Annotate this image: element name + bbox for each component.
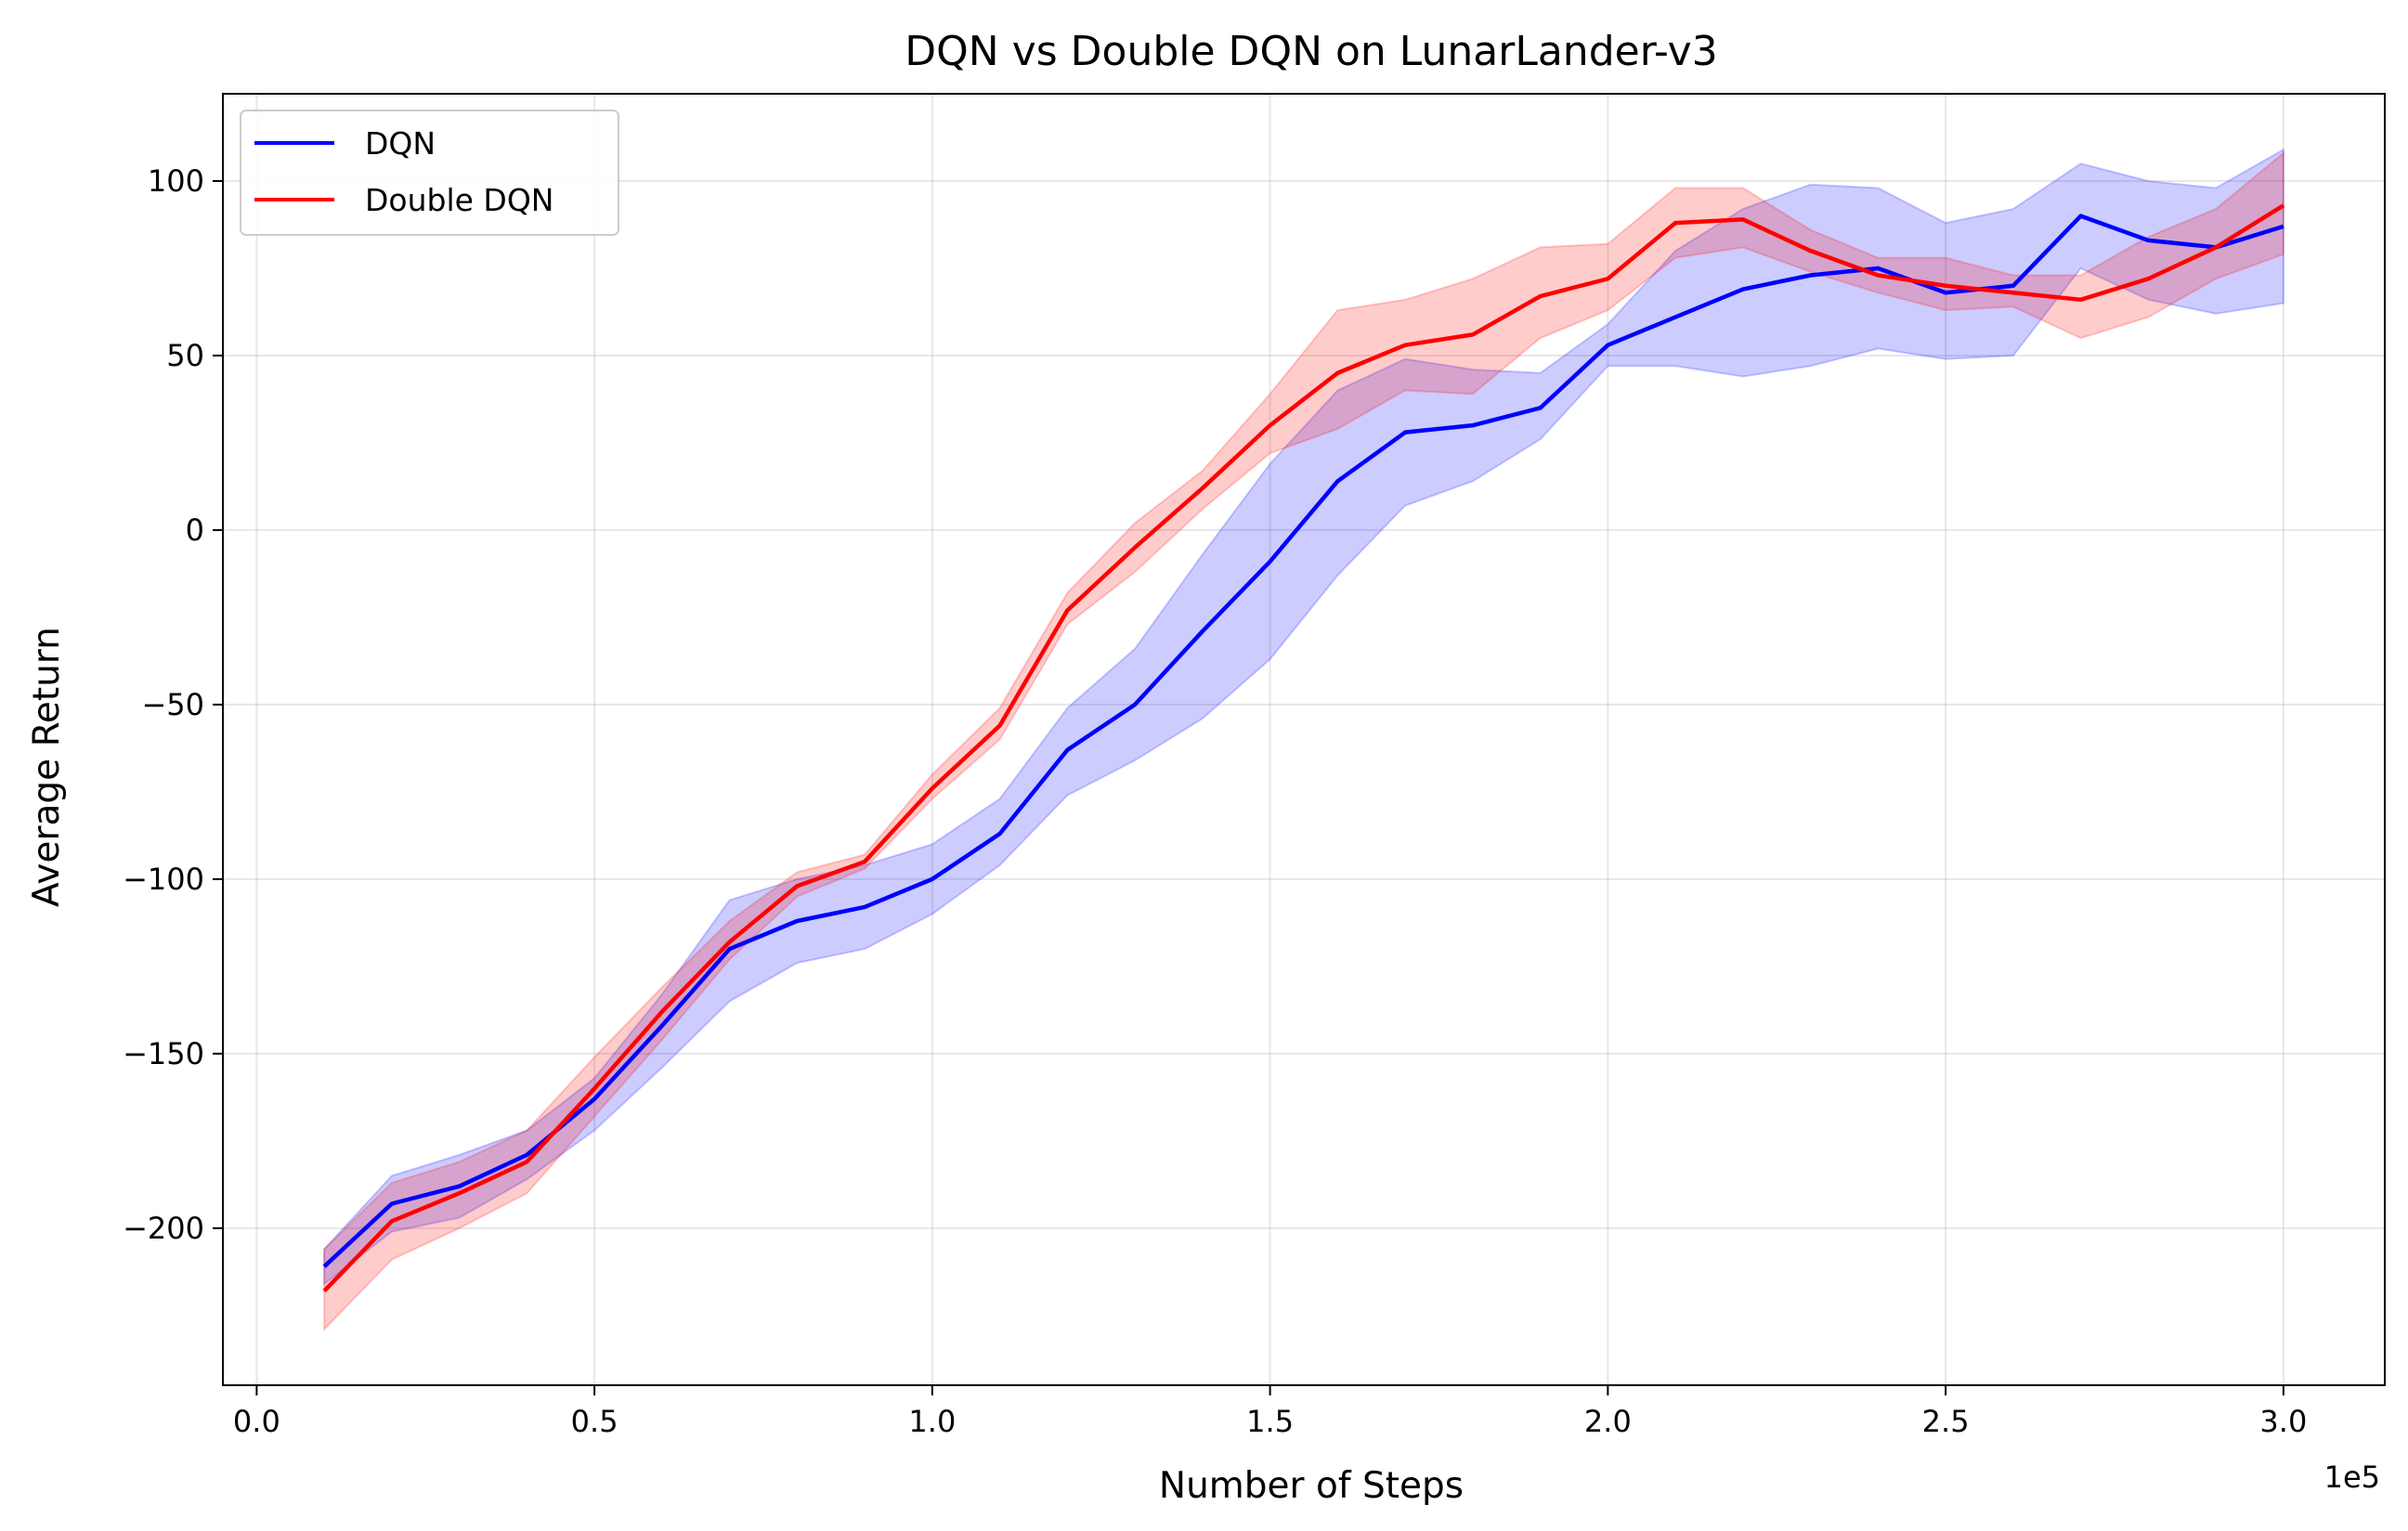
y-axis-label: Average Return bbox=[26, 627, 68, 907]
x-tick-label: 0.0 bbox=[233, 1404, 280, 1439]
confidence-bands bbox=[323, 148, 2284, 1332]
y-tick-label: −100 bbox=[123, 862, 204, 897]
chart-title: DQN vs Double DQN on LunarLander-v3 bbox=[905, 28, 1717, 75]
legend: DQN Double DQN bbox=[240, 110, 619, 236]
y-tick-label: 50 bbox=[166, 338, 204, 373]
series-lines bbox=[322, 203, 2285, 1293]
y-tick-label: 100 bbox=[148, 163, 204, 199]
x-axis-offset-label: 1e5 bbox=[2324, 1460, 2380, 1495]
line-double-dqn bbox=[322, 203, 2285, 1293]
x-tick-label: 0.5 bbox=[571, 1404, 618, 1439]
legend-label-double-dqn: Double DQN bbox=[365, 182, 554, 218]
y-tick-label: −50 bbox=[141, 687, 204, 722]
y-tick-label: 0 bbox=[186, 512, 204, 548]
x-tick-label: 2.5 bbox=[1922, 1404, 1970, 1439]
x-axis-label: Number of Steps bbox=[1159, 1465, 1464, 1507]
band-dqn bbox=[323, 148, 2284, 1287]
line-dqn bbox=[322, 214, 2284, 1268]
plot-frame bbox=[222, 93, 2386, 1386]
y-axis-ticks: 100 50 0 −50 −100 −150 −200 bbox=[123, 163, 223, 1246]
legend-frame bbox=[240, 110, 619, 236]
legend-label-dqn: DQN bbox=[365, 125, 436, 162]
x-tick-label: 1.5 bbox=[1246, 1404, 1294, 1439]
x-tick-label: 2.0 bbox=[1584, 1404, 1632, 1439]
x-tick-label: 3.0 bbox=[2259, 1404, 2307, 1439]
y-tick-label: −200 bbox=[123, 1211, 204, 1246]
y-tick-label: −150 bbox=[123, 1036, 204, 1071]
x-axis-ticks: 0.0 0.5 1.0 1.5 2.0 2.5 3.0 bbox=[233, 1385, 2307, 1439]
band-double-dqn bbox=[323, 150, 2284, 1332]
x-tick-label: 1.0 bbox=[908, 1404, 956, 1439]
